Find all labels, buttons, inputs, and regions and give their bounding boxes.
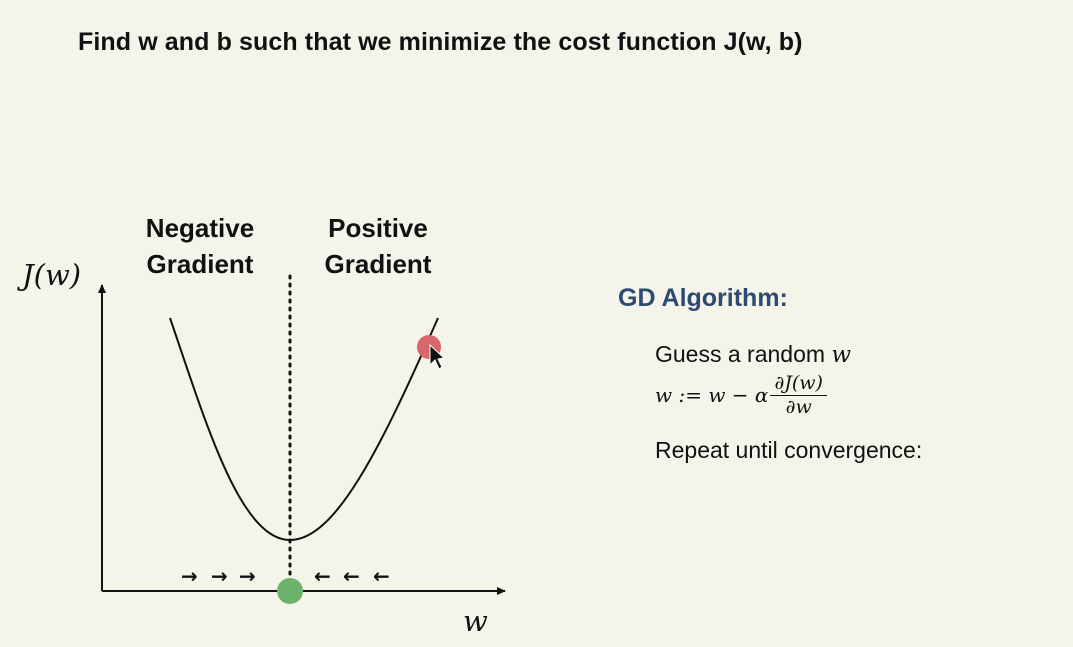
arrow-left-3: ← (373, 564, 390, 588)
fraction-numerator: ∂J(w) (770, 372, 827, 396)
positive-gradient-label: Positive Gradient (308, 210, 448, 282)
right-arrows-icon: → → → (181, 564, 256, 588)
slide-title: Find w and b such that we minimize the c… (78, 28, 803, 56)
arrow-right-2: → (211, 564, 228, 588)
update-rule-lhs: w := w − α (655, 383, 769, 407)
negative-label-line2: Gradient (146, 249, 254, 279)
fraction-denominator: ∂w (785, 396, 812, 418)
algorithm-title: GD Algorithm: (618, 284, 788, 312)
gradient-fraction: ∂J(w) ∂w (770, 372, 827, 418)
algorithm-step-guess: Guess a random w (655, 341, 851, 368)
minimum-point-marker (277, 578, 303, 604)
arrow-left-2: ← (343, 564, 360, 588)
x-axis-label: w (463, 604, 488, 638)
guess-variable: w (831, 342, 852, 368)
left-arrows-icon: ← ← ← (314, 564, 390, 588)
arrow-left-1: ← (314, 564, 331, 588)
negative-label-line1: Negative (145, 213, 255, 243)
arrow-right-1: → (181, 564, 198, 588)
algorithm-update-rule: w := w − α ∂J(w) ∂w (655, 372, 827, 418)
positive-label-line2: Gradient (324, 249, 432, 279)
arrow-right-3: → (239, 564, 256, 588)
negative-gradient-label: Negative Gradient (130, 210, 270, 282)
cursor-icon (429, 343, 446, 370)
y-axis-label: J(w) (22, 258, 82, 292)
positive-label-line1: Positive (328, 213, 428, 243)
algorithm-step-repeat: Repeat until convergence: (655, 437, 923, 463)
guess-text: Guess a random (655, 341, 832, 367)
cost-curve (169, 317, 439, 542)
